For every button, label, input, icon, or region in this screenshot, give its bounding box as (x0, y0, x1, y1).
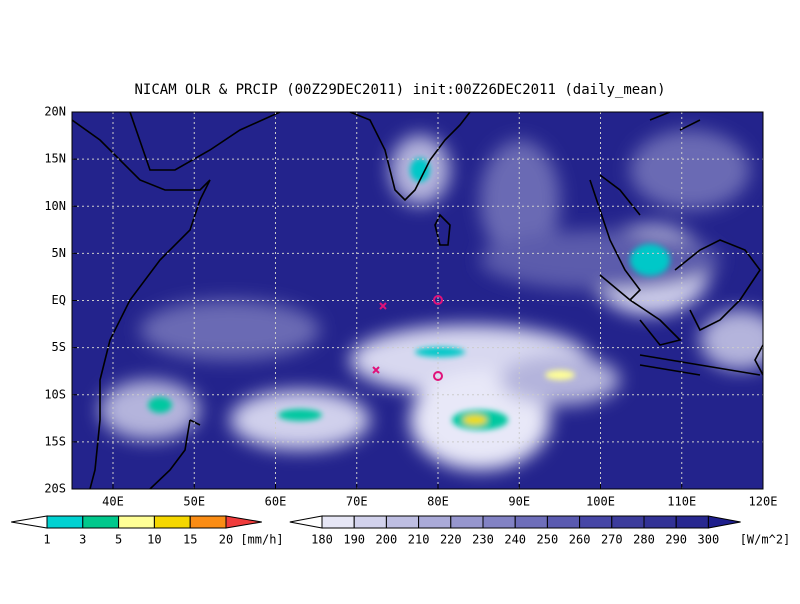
colorbar-label: 240 (504, 533, 526, 547)
colorbar-label: 270 (601, 533, 623, 547)
colorbar-label: 190 (343, 533, 365, 547)
colorbar-unit: [W/m^2] (740, 533, 791, 547)
colorbar-unit: [mm/h] (240, 533, 283, 547)
colorbar-box (675, 515, 709, 529)
colorbar-label: 250 (537, 533, 559, 547)
colorbar-label: 15 (183, 533, 197, 547)
lon-label: 80E (427, 495, 449, 509)
colorbar-label: 5 (115, 533, 122, 547)
colorbar-label: 260 (569, 533, 591, 547)
colorbar-label: 20 (219, 533, 233, 547)
colorbar-label: 300 (698, 533, 720, 547)
lat-label: 5S (52, 340, 66, 354)
colorbar-box (82, 515, 120, 529)
lat-label: 15S (44, 434, 66, 448)
colorbar-box (353, 515, 387, 529)
colorbar-box (546, 515, 581, 529)
lat-label: 10N (44, 199, 66, 213)
colorbar-label: 180 (311, 533, 333, 547)
colorbar-label: 290 (665, 533, 687, 547)
lat-label: EQ (52, 293, 66, 307)
lon-label: 50E (183, 495, 205, 509)
colorbar-box (118, 515, 155, 529)
colorbar-label: 200 (376, 533, 398, 547)
lon-label: 40E (102, 495, 124, 509)
lat-label: 5N (52, 246, 66, 260)
colorbar-label: 220 (440, 533, 462, 547)
map-field (72, 112, 763, 489)
lon-label: 70E (346, 495, 368, 509)
lat-label: 20N (44, 105, 66, 119)
colorbar-label: 3 (79, 533, 86, 547)
lat-label: 10S (44, 387, 66, 401)
colorbar-box (643, 515, 677, 529)
colorbar-label: 230 (472, 533, 494, 547)
colorbar-label: 210 (408, 533, 430, 547)
colorbar-box (418, 515, 452, 529)
lon-label: 110E (667, 495, 696, 509)
lon-label: 60E (265, 495, 287, 509)
colorbar-label: 280 (633, 533, 655, 547)
colorbar-box (482, 515, 516, 529)
colorbar-label: 1 (43, 533, 50, 547)
colorbar-end (289, 515, 323, 529)
colorbar-box (385, 515, 420, 529)
colorbar-box (579, 515, 613, 529)
colorbar-end (707, 515, 741, 529)
lon-label: 120E (749, 495, 778, 509)
colorbar-label: 10 (147, 533, 161, 547)
colorbar-box (321, 515, 355, 529)
colorbar-box (46, 515, 84, 529)
lon-label: 100E (586, 495, 615, 509)
title: NICAM OLR & PRCIP (00Z29DEC2011) init:00… (134, 82, 665, 98)
lat-label: 15N (44, 152, 66, 166)
colorbar-end (11, 515, 48, 529)
lon-label: 90E (508, 495, 530, 509)
colorbar-box (189, 515, 227, 529)
colorbar-end (225, 515, 262, 529)
lat-label: 20S (44, 482, 66, 496)
colorbar-box (450, 515, 484, 529)
colorbar-box (611, 515, 645, 529)
colorbar-box (514, 515, 548, 529)
colorbar-box (153, 515, 191, 529)
